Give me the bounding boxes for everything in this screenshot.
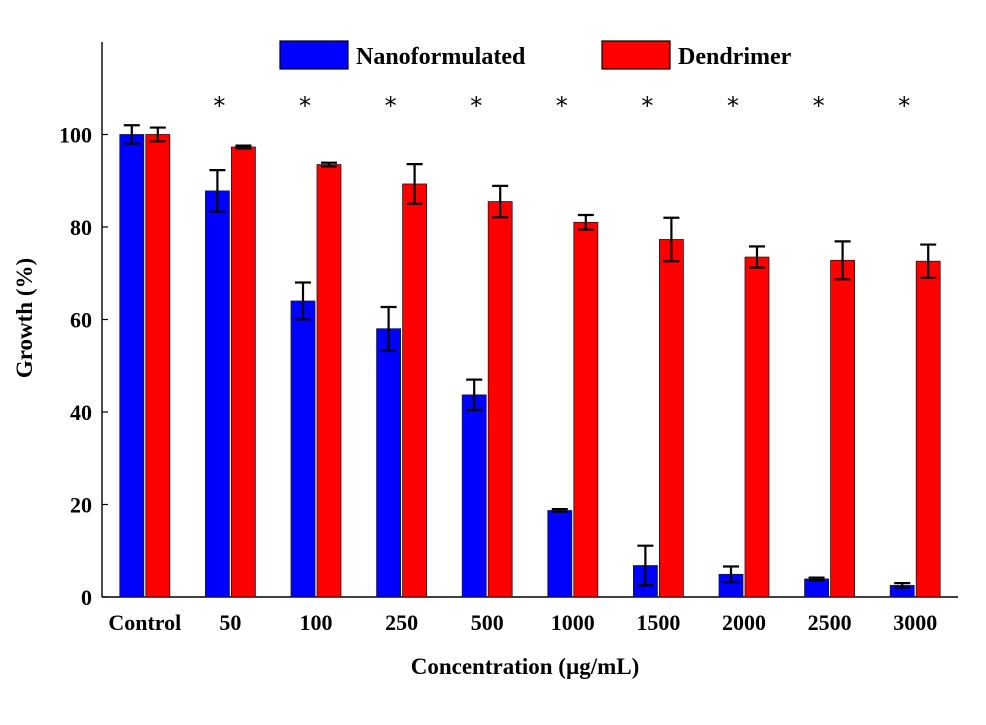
x-tick-label: 250 [385,610,418,635]
bar-dendrimer [402,183,428,598]
x-tick-label: 100 [300,610,333,635]
bar-dendrimer [915,260,941,598]
bar-nanoformulated [376,328,402,598]
x-tick-label: 1000 [551,610,595,635]
x-tick-label: 2000 [722,610,766,635]
x-tick-label: 50 [219,610,241,635]
y-tick-label: 40 [70,400,92,425]
bar-dendrimer [659,239,684,598]
legend-swatch-dendrimer [601,40,671,70]
significance-mark: * [213,92,225,120]
bar-dendrimer [573,221,599,598]
y-tick-label: 20 [70,493,92,518]
x-axis-label: Concentration (µg/mL) [411,654,640,679]
bars [119,134,941,598]
x-tick-label: 3000 [893,610,937,635]
significance-mark: * [813,92,825,120]
legend-label-dendrimer: Dendrimer [678,44,792,70]
y-tick-label: 60 [70,308,92,333]
bar-dendrimer [316,164,342,598]
y-axis: 0 20 40 60 80 100 [59,42,108,610]
bar-nanoformulated [119,134,145,598]
significance-mark: * [299,92,311,120]
bar-dendrimer [145,134,171,598]
bar-dendrimer [744,256,770,598]
x-tick-label: Control [108,610,181,635]
significance-mark: * [470,92,482,120]
x-tick-label: 2500 [808,610,852,635]
legend-swatch-nanoformulated [279,40,349,70]
bar-nanoformulated [204,190,230,598]
significance-mark: * [727,92,739,120]
significance-mark: * [641,92,653,120]
bar-dendrimer [830,259,855,598]
legend: Nanoformulated Dendrimer [279,40,792,70]
significance-mark: * [385,92,397,120]
significance-marks: * * * * * * * * * [213,92,910,120]
bar-dendrimer [230,146,256,598]
y-tick-label: 100 [59,123,92,148]
x-tick-label: 500 [471,610,504,635]
legend-label-nanoformulated: Nanoformulated [356,44,526,70]
bar-nanoformulated [461,394,487,598]
bar-dendrimer [487,201,513,598]
y-axis-label: Growth (%) [12,258,37,378]
x-axis: Control 50 100 250 500 1000 1500 2000 2500 3000 [102,596,958,635]
error-bars [123,124,937,589]
significance-mark: * [556,92,568,120]
y-tick-label: 80 [70,215,92,240]
x-tick-label: 1500 [636,610,680,635]
bar-nanoformulated [290,300,316,598]
y-tick-label: 0 [81,585,92,610]
bar-nanoformulated [804,578,829,598]
bar-nanoformulated [547,510,573,598]
significance-mark: * [898,92,910,120]
